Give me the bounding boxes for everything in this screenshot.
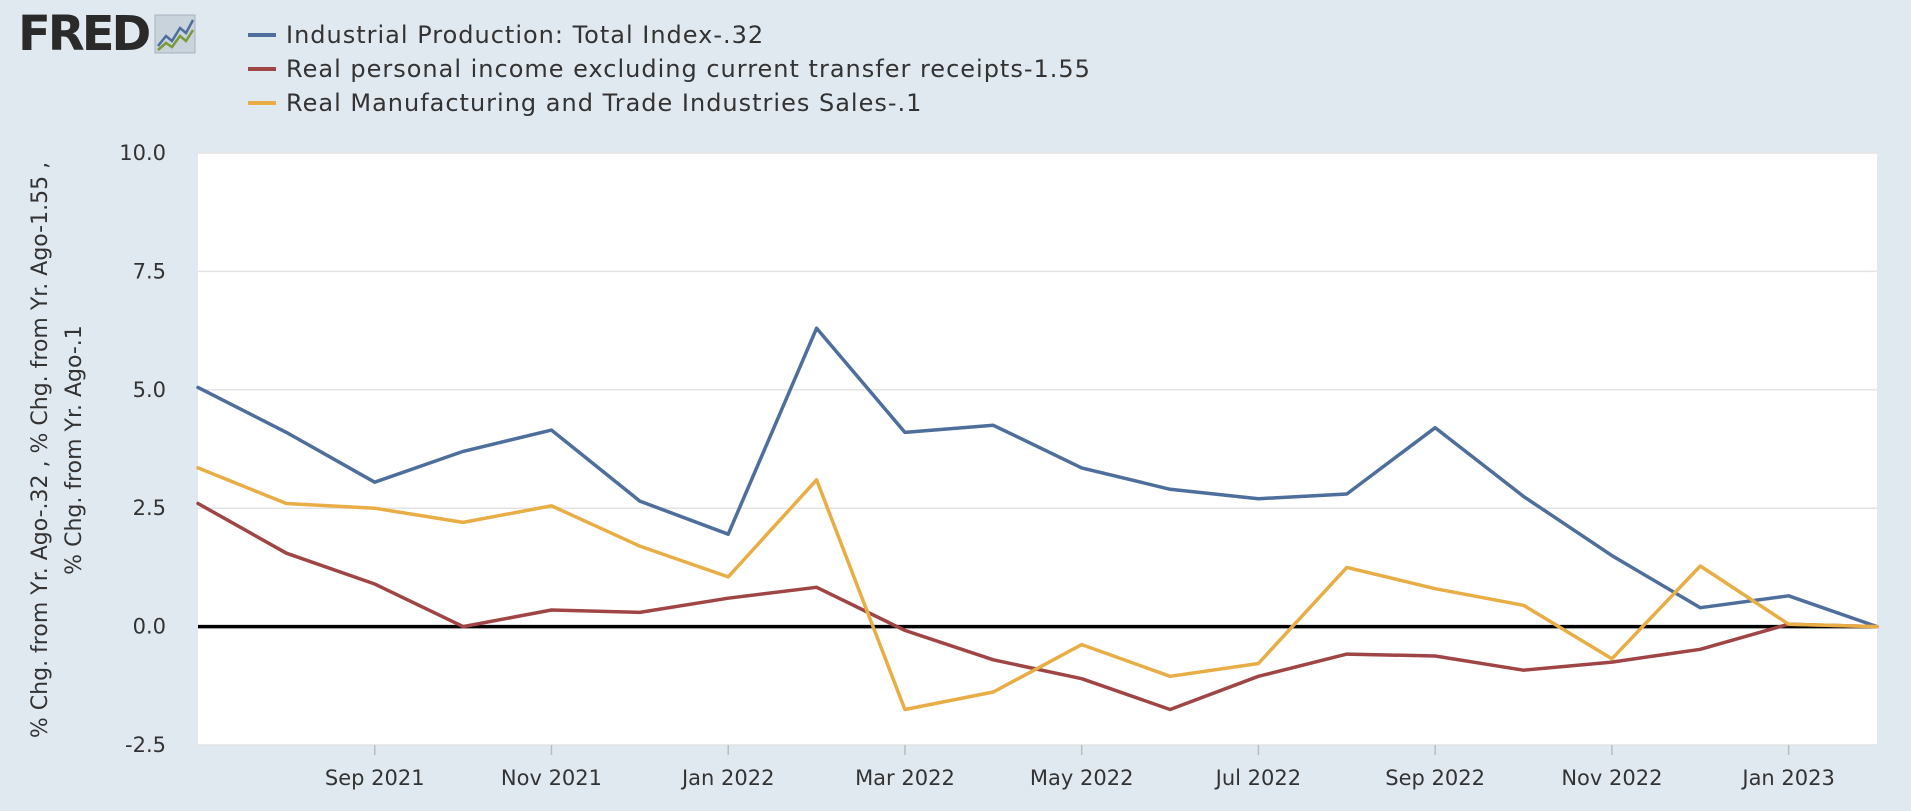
x-tick-label: Sep 2022 [1385,766,1485,790]
x-tick-label: Jan 2022 [680,766,775,790]
legend-item-income[interactable]: Real personal income excluding current t… [248,52,1091,86]
x-tick-label: Jan 2023 [1740,766,1835,790]
chart-legend: Industrial Production: Total Index-.32 R… [248,18,1091,120]
chart-logo-icon [154,14,196,54]
y-tick-label: 10.0 [119,141,166,165]
legend-swatch-sales [248,101,276,105]
y-tick-label: 5.0 [133,378,166,402]
x-tick-label: Jul 2022 [1214,766,1301,790]
y-tick-label: 7.5 [133,259,166,283]
fred-logo[interactable]: FRED [18,8,196,60]
y-tick-labels: -2.5 0.0 2.5 5.0 7.5 10.0 [119,141,166,757]
series-line-sales [196,466,1879,712]
y-tick-label: -2.5 [125,733,166,757]
x-tick-label: Mar 2022 [855,766,955,790]
y-tick-label: 0.0 [133,615,166,639]
legend-label-industrial: Industrial Production: Total Index-.32 [286,21,765,49]
x-tick-label: May 2022 [1030,766,1134,790]
x-ticks: Sep 2021 Nov 2021 Jan 2022 Mar 2022 May 2022… [325,745,1835,790]
x-tick-label: Nov 2021 [501,766,602,790]
plot-area [198,153,1877,745]
legend-label-sales: Real Manufacturing and Trade Industries … [286,89,923,117]
series-lines [196,326,1879,712]
series-line-industrial [196,326,1879,629]
x-tick-label: Nov 2022 [1561,766,1662,790]
legend-item-industrial[interactable]: Industrial Production: Total Index-.32 [248,18,1091,52]
y-tick-label: 2.5 [133,496,166,520]
grid-lines [198,152,1877,746]
fred-logo-text: FRED [18,6,151,62]
x-tick-label: Sep 2021 [325,766,425,790]
legend-item-sales[interactable]: Real Manufacturing and Trade Industries … [248,86,1091,120]
legend-label-income: Real personal income excluding current t… [286,55,1091,83]
legend-swatch-income [248,67,276,71]
legend-swatch-industrial [248,33,276,37]
